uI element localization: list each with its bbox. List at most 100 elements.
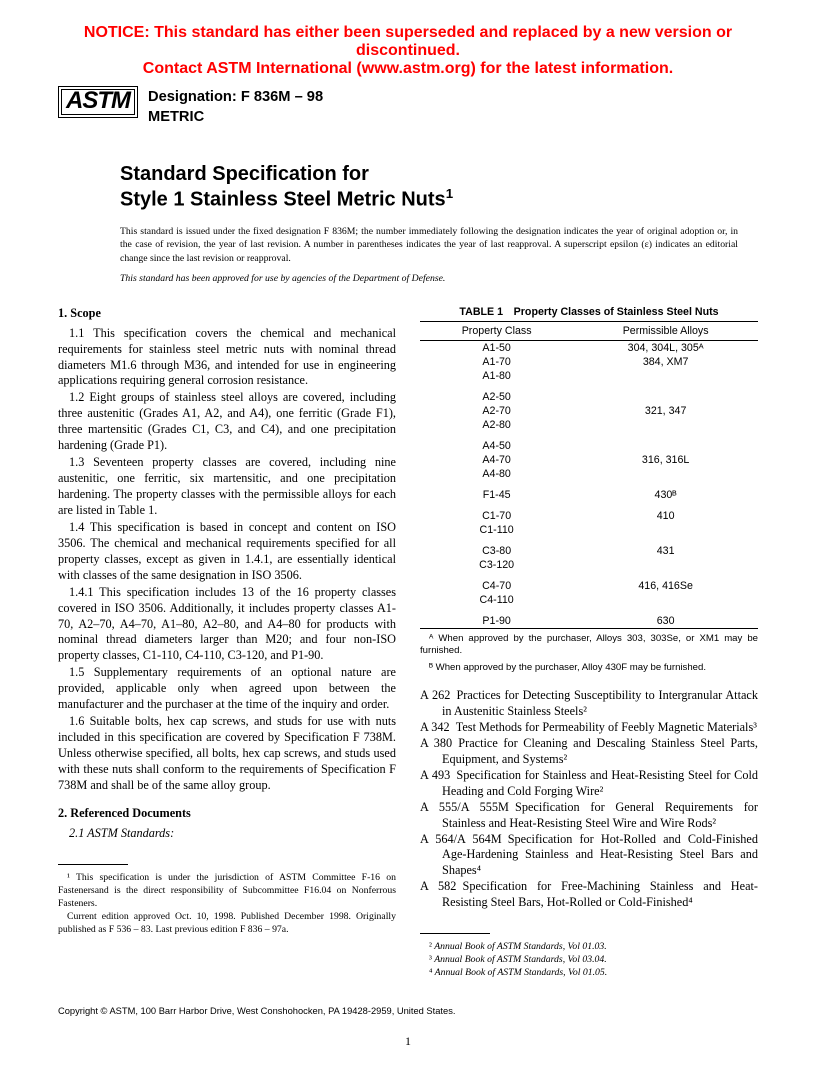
table-cell-alloy: [573, 390, 758, 404]
notice-banner: NOTICE: This standard has either been su…: [58, 24, 758, 78]
notice-line-1: NOTICE: This standard has either been su…: [58, 24, 758, 60]
table-cell-alloy: [573, 593, 758, 614]
table-row: C4-70416, 416Se: [420, 579, 758, 593]
preamble-approval: This standard has been approved for use …: [120, 273, 758, 284]
table-row: C3-80431: [420, 544, 758, 558]
table-cell-class: A1-80: [420, 369, 573, 390]
title-block: Standard Specification for Style 1 Stain…: [120, 162, 758, 212]
table-row: A4-80: [420, 467, 758, 488]
table-cell-alloy: 304, 304L, 305ᴬ: [573, 340, 758, 355]
table-cell-alloy: [573, 558, 758, 579]
body-columns: 1. Scope 1.1 This specification covers t…: [58, 306, 758, 980]
table-row: C4-110: [420, 593, 758, 614]
refdocs-sub: 2.1 ASTM Standards:: [58, 826, 396, 842]
table-row: A1-70384, XM7: [420, 355, 758, 369]
table-cell-class: A2-80: [420, 418, 573, 439]
designation-label: Designation: F 836M – 98: [148, 88, 323, 108]
copyright: Copyright © ASTM, 100 Barr Harbor Drive,…: [58, 1006, 758, 1016]
table-cell-alloy: 410: [573, 509, 758, 523]
table-row: P1-90630: [420, 614, 758, 629]
table-row: A1-80: [420, 369, 758, 390]
table1-body: A1-50304, 304L, 305ᴬA1-70384, XM7A1-80A2…: [420, 340, 758, 628]
title-sup: 1: [446, 186, 453, 201]
ref-item: A 493 Specification for Stainless and He…: [420, 768, 758, 800]
footnote-right-4-text: Annual Book of ASTM Standards, Vol 01.05…: [435, 967, 608, 978]
table-cell-class: P1-90: [420, 614, 573, 629]
astm-logo: ASTM: [58, 86, 138, 118]
table1-col2-header: Permissible Alloys: [573, 321, 758, 340]
table1-col1-header: Property Class: [420, 321, 573, 340]
ref-item: A 262 Practices for Detecting Susceptibi…: [420, 688, 758, 720]
footnote-rule-right: [420, 933, 490, 934]
table-cell-class: C3-120: [420, 558, 573, 579]
table-cell-class: F1-45: [420, 488, 573, 509]
footnote-right-3-text: Annual Book of ASTM Standards, Vol 03.04…: [434, 954, 607, 965]
scope-para: 1.1 This specification covers the chemic…: [58, 326, 396, 390]
table-cell-alloy: 416, 416Se: [573, 579, 758, 593]
table1-note-a-text: ᴬ When approved by the purchaser, Alloys…: [420, 633, 758, 656]
table1-note-a: ᴬ When approved by the purchaser, Alloys…: [420, 633, 758, 658]
table-row: A2-70321, 347: [420, 404, 758, 418]
refdocs-sub-text: 2.1 ASTM Standards:: [69, 826, 174, 840]
table-cell-class: A1-50: [420, 340, 573, 355]
right-column: TABLE 1 Property Classes of Stainless St…: [420, 306, 758, 980]
footnote-rule-left: [58, 864, 128, 865]
table-row: C1-70410: [420, 509, 758, 523]
ref-item: A 342 Test Methods for Permeability of F…: [420, 720, 758, 736]
table-cell-class: C1-110: [420, 523, 573, 544]
title-line-2: Style 1 Stainless Steel Metric Nuts1: [120, 186, 758, 212]
table1-note-b-text: ᴮ When approved by the purchaser, Alloy …: [429, 662, 706, 673]
footnote-right-3: ³ Annual Book of ASTM Standards, Vol 03.…: [420, 953, 758, 966]
ref-item: A 555/A 555M Specification for General R…: [420, 800, 758, 832]
table-row: C1-110: [420, 523, 758, 544]
footnote-left-1-text: ¹ This specification is under the jurisd…: [58, 872, 396, 909]
table-cell-alloy: [573, 467, 758, 488]
table-cell-alloy: [573, 418, 758, 439]
table-cell-class: A2-70: [420, 404, 573, 418]
header-row: ASTM Designation: F 836M – 98 METRIC: [58, 86, 758, 128]
table-cell-class: C1-70: [420, 509, 573, 523]
scope-paragraphs: 1.1 This specification covers the chemic…: [58, 326, 396, 794]
footnote-left-2-text: Current edition approved Oct. 10, 1998. …: [58, 911, 396, 935]
table1-title: TABLE 1 Property Classes of Stainless St…: [420, 306, 758, 318]
table1-note-b: ᴮ When approved by the purchaser, Alloy …: [420, 662, 758, 674]
refdocs-heading: 2. Referenced Documents: [58, 806, 396, 821]
table-row: A1-50304, 304L, 305ᴬ: [420, 340, 758, 355]
preamble: This standard is issued under the fixed …: [120, 225, 738, 264]
table-cell-alloy: [573, 439, 758, 453]
left-column: 1. Scope 1.1 This specification covers t…: [58, 306, 396, 980]
table-cell-class: C4-110: [420, 593, 573, 614]
scope-para: 1.6 Suitable bolts, hex cap screws, and …: [58, 714, 396, 794]
scope-para: 1.5 Supplementary requirements of an opt…: [58, 665, 396, 713]
notice-line-2: Contact ASTM International (www.astm.org…: [58, 60, 758, 78]
designation-block: Designation: F 836M – 98 METRIC: [148, 86, 323, 128]
scope-para: 1.4 This specification is based in conce…: [58, 520, 396, 584]
table-cell-alloy: 316, 316L: [573, 453, 758, 467]
table-row: A2-50: [420, 390, 758, 404]
ref-item: A 380 Practice for Cleaning and Descalin…: [420, 736, 758, 768]
table-cell-class: A4-70: [420, 453, 573, 467]
title-line-1: Standard Specification for: [120, 162, 758, 186]
table1: Property Class Permissible Alloys A1-503…: [420, 321, 758, 629]
page-number: 1: [58, 1034, 758, 1049]
metric-label: METRIC: [148, 108, 323, 128]
footnote-right-2: ² Annual Book of ASTM Standards, Vol 01.…: [420, 940, 758, 953]
scope-para: 1.4.1 This specification includes 13 of …: [58, 585, 396, 665]
referenced-standards-list: A 262 Practices for Detecting Susceptibi…: [420, 688, 758, 911]
table-row: A4-50: [420, 439, 758, 453]
table-cell-alloy: 431: [573, 544, 758, 558]
ref-item: A 582 Specification for Free-Machining S…: [420, 879, 758, 911]
table-cell-class: A1-70: [420, 355, 573, 369]
table-cell-alloy: [573, 369, 758, 390]
scope-heading: 1. Scope: [58, 306, 396, 321]
table-cell-class: C3-80: [420, 544, 573, 558]
table-cell-class: A4-80: [420, 467, 573, 488]
footnote-right-4: ⁴ Annual Book of ASTM Standards, Vol 01.…: [420, 966, 758, 979]
footnote-right-2-text: Annual Book of ASTM Standards, Vol 01.03…: [434, 941, 607, 952]
table-row: F1-45430ᴮ: [420, 488, 758, 509]
scope-para: 1.3 Seventeen property classes are cover…: [58, 455, 396, 519]
table-cell-alloy: 430ᴮ: [573, 488, 758, 509]
title-line-2-text: Style 1 Stainless Steel Metric Nuts: [120, 188, 446, 210]
table-cell-class: C4-70: [420, 579, 573, 593]
scope-para: 1.2 Eight groups of stainless steel allo…: [58, 390, 396, 454]
